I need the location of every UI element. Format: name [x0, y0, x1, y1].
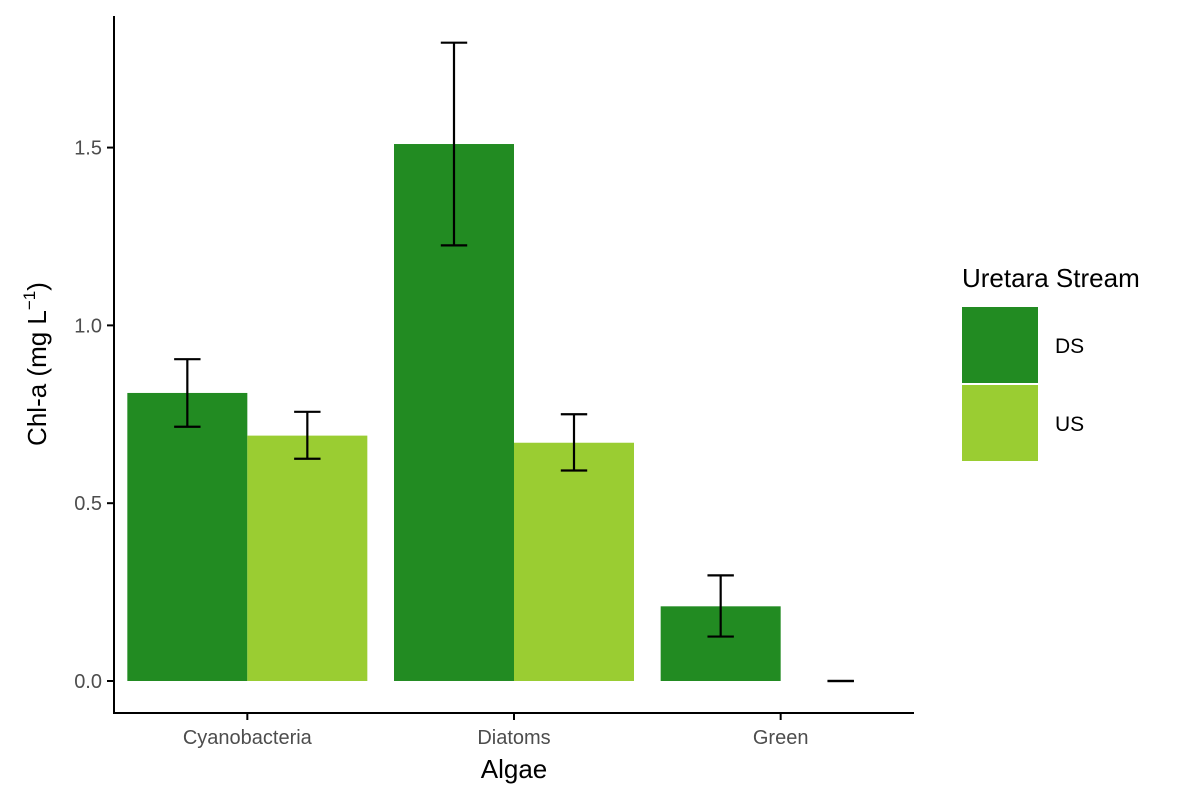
- legend-label-us: US: [1055, 413, 1084, 436]
- legend: Uretara Stream DS US: [962, 263, 1140, 461]
- y-tick-label: 1.0: [74, 315, 102, 337]
- error-bar-diatoms-us: [560, 413, 588, 472]
- y-tick-label: 0.0: [74, 671, 102, 693]
- error-bars-layer: [174, 41, 854, 683]
- x-tick-label-green: Green: [753, 727, 809, 749]
- legend-swatch-ds: [962, 307, 1038, 383]
- y-axis-title-close: ): [22, 282, 52, 291]
- error-bar-cyanobacteria-ds: [174, 358, 201, 428]
- x-ticks-layer: Cyanobacteria Diatoms Green: [183, 713, 809, 749]
- x-tick-label-diatoms: Diatoms: [477, 727, 550, 749]
- y-axis-title: Chl-a (mg L−1): [20, 282, 52, 446]
- legend-entries: DS US: [962, 307, 1084, 461]
- legend-item-us: US: [962, 385, 1084, 461]
- legend-swatch-us: [962, 385, 1038, 461]
- x-axis-title: Algae: [481, 754, 548, 784]
- bars-layer: [127, 144, 781, 681]
- y-axis-title-superscript: −1: [20, 291, 39, 310]
- y-tick-label: 1.5: [74, 138, 102, 160]
- bar-cyanobacteria-us: [247, 435, 368, 681]
- legend-title: Uretara Stream: [962, 263, 1140, 293]
- bar-cyanobacteria-ds: [127, 392, 248, 681]
- legend-item-ds: DS: [962, 307, 1084, 383]
- y-tick-label: 0.5: [74, 493, 102, 515]
- bar-diatoms-us: [514, 442, 634, 681]
- y-axis-title-main: Chl-a (mg L: [22, 310, 52, 446]
- error-bar-diatoms-ds: [440, 41, 468, 247]
- error-bar-cyanobacteria-us: [294, 410, 321, 460]
- error-bar-green-ds: [707, 574, 734, 638]
- x-tick-label-cyanobacteria: Cyanobacteria: [183, 727, 313, 749]
- legend-label-ds: DS: [1055, 335, 1084, 358]
- y-ticks-layer: 0.0 0.5 1.0 1.5: [74, 138, 114, 693]
